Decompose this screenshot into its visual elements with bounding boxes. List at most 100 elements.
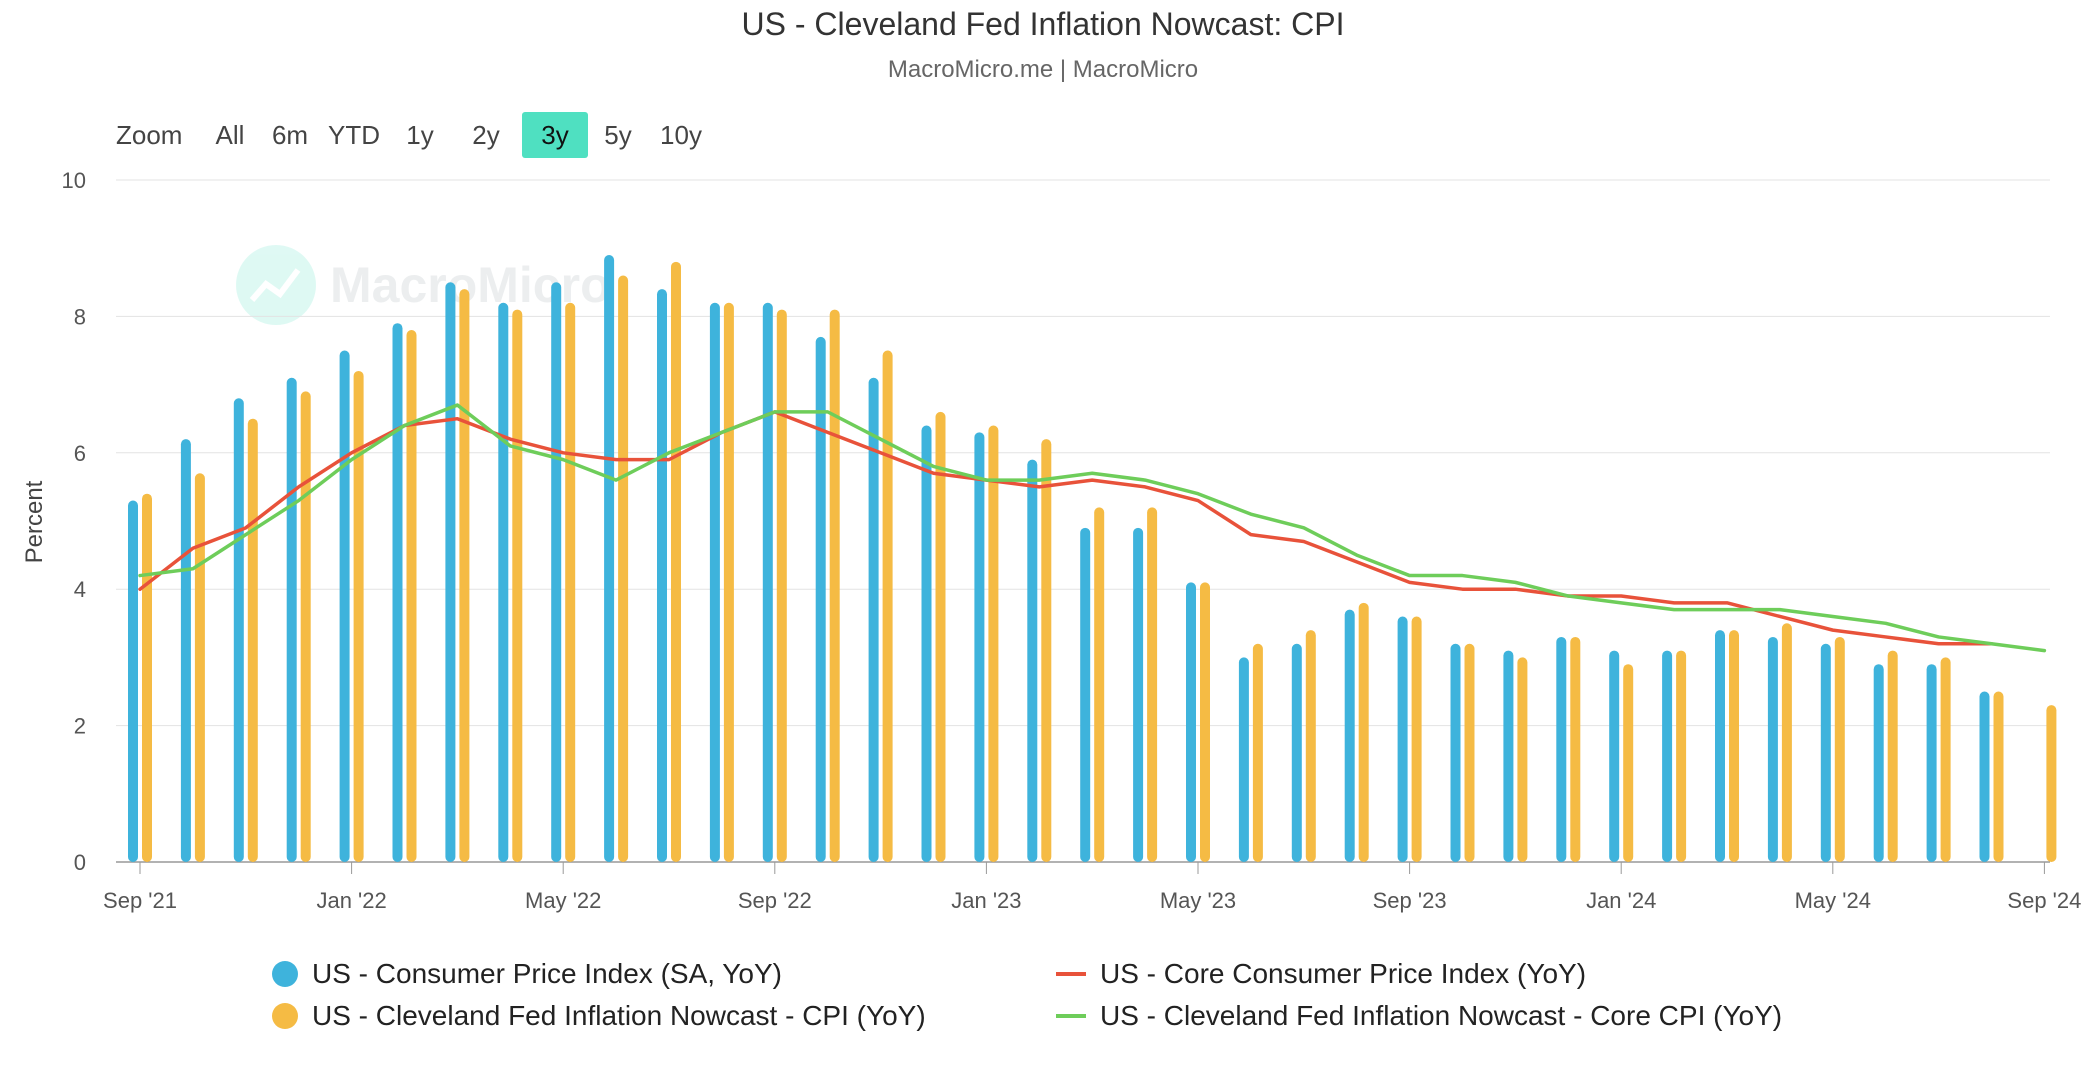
bar-nowcast-cpi[interactable] <box>776 309 787 863</box>
legend-line-icon <box>1056 972 1086 976</box>
x-tick-label: May '24 <box>1795 888 1871 913</box>
bar-cpi[interactable] <box>551 282 562 862</box>
bar-nowcast-cpi[interactable] <box>1676 650 1687 862</box>
bar-cpi[interactable] <box>762 302 773 862</box>
bar-cpi[interactable] <box>1450 643 1461 862</box>
bar-nowcast-cpi[interactable] <box>1517 657 1528 862</box>
bar-cpi[interactable] <box>868 377 879 862</box>
zoom-button-1y[interactable]: 1y <box>406 120 434 150</box>
bar-nowcast-cpi[interactable] <box>1200 582 1210 862</box>
bar-cpi[interactable] <box>1080 527 1091 862</box>
bar-nowcast-cpi[interactable] <box>1411 616 1422 862</box>
bar-nowcast-cpi[interactable] <box>671 261 681 863</box>
bar-nowcast-cpi[interactable] <box>935 411 946 862</box>
bar-cpi[interactable] <box>1291 643 1302 862</box>
legend-label: US - Cleveland Fed Inflation Nowcast - C… <box>1100 1000 1783 1031</box>
bar-cpi[interactable] <box>1609 650 1620 862</box>
bar-nowcast-cpi[interactable] <box>1252 643 1263 862</box>
legend-item-nowcast-cpi[interactable]: US - Cleveland Fed Inflation Nowcast - C… <box>272 1000 926 1032</box>
bar-nowcast-cpi[interactable] <box>618 275 629 863</box>
bar-cpi[interactable] <box>604 255 615 862</box>
zoom-button-10y[interactable]: 10y <box>660 120 702 150</box>
bar-cpi[interactable] <box>392 323 403 863</box>
bar-cpi[interactable] <box>921 425 932 862</box>
bar-nowcast-cpi[interactable] <box>1993 691 2004 863</box>
bar-cpi[interactable] <box>1186 582 1196 862</box>
bar-cpi[interactable] <box>498 302 509 862</box>
bar-nowcast-cpi[interactable] <box>1729 630 1739 862</box>
bar-nowcast-cpi[interactable] <box>142 493 152 862</box>
bar-cpi[interactable] <box>1979 691 1990 863</box>
bar-nowcast-cpi[interactable] <box>1094 507 1105 862</box>
bar-cpi[interactable] <box>1873 664 1884 862</box>
bar-nowcast-cpi[interactable] <box>723 302 734 862</box>
bar-cpi[interactable] <box>339 350 350 863</box>
bar-cpi[interactable] <box>1767 636 1778 862</box>
bar-cpi[interactable] <box>445 282 456 862</box>
x-tick-label: Jan '23 <box>951 888 1021 913</box>
bar-cpi[interactable] <box>1662 650 1673 862</box>
bar-cpi[interactable] <box>815 336 826 862</box>
bar-nowcast-cpi[interactable] <box>1887 650 1898 862</box>
zoom-button-ytd[interactable]: YTD <box>328 120 380 150</box>
bar-nowcast-cpi[interactable] <box>829 309 840 863</box>
bar-cpi[interactable] <box>1503 650 1514 862</box>
bar-nowcast-cpi[interactable] <box>247 418 258 862</box>
bar-cpi[interactable] <box>657 289 667 862</box>
bar-nowcast-cpi[interactable] <box>459 289 470 862</box>
bar-nowcast-cpi[interactable] <box>1623 664 1634 862</box>
legend-dot-icon <box>272 1003 298 1029</box>
bar-nowcast-cpi[interactable] <box>1570 636 1581 862</box>
zoom-button-5y[interactable]: 5y <box>604 120 632 150</box>
bar-nowcast-cpi[interactable] <box>353 370 364 862</box>
bar-nowcast-cpi[interactable] <box>1305 630 1316 862</box>
bar-nowcast-cpi[interactable] <box>1041 439 1052 862</box>
zoom-button-6m[interactable]: 6m <box>271 120 309 150</box>
legend-item-cpi[interactable]: US - Consumer Price Index (SA, YoY) <box>272 958 782 990</box>
bar-nowcast-cpi[interactable] <box>1358 602 1369 862</box>
zoom-button-2y[interactable]: 2y <box>472 120 500 150</box>
bar-cpi[interactable] <box>1344 609 1355 862</box>
line-nowcast-core-cpi[interactable] <box>138 403 2047 653</box>
y-tick-label: 4 <box>74 577 86 602</box>
bar-cpi[interactable] <box>128 500 138 862</box>
line-core-cpi[interactable] <box>138 410 1994 646</box>
zoom-button-3y[interactable]: 3y <box>522 112 588 158</box>
bar-nowcast-cpi[interactable] <box>1147 507 1158 862</box>
x-tick-label: Sep '21 <box>103 888 177 913</box>
bar-cpi[interactable] <box>180 439 191 862</box>
bar-cpi[interactable] <box>233 398 244 862</box>
legend-line-icon <box>1056 1014 1086 1018</box>
bar-nowcast-cpi[interactable] <box>1464 643 1475 862</box>
bar-cpi[interactable] <box>1133 527 1144 862</box>
bar-cpi[interactable] <box>286 377 297 862</box>
bar-nowcast-cpi[interactable] <box>882 350 893 863</box>
bar-cpi[interactable] <box>1820 643 1831 862</box>
bar-nowcast-cpi[interactable] <box>194 473 205 862</box>
bar-cpi[interactable] <box>1556 636 1567 862</box>
x-tick-label: Jan '24 <box>1586 888 1656 913</box>
bar-nowcast-cpi[interactable] <box>2046 705 2057 862</box>
bar-nowcast-cpi[interactable] <box>1834 636 1845 862</box>
legend-label: US - Consumer Price Index (SA, YoY) <box>312 958 782 989</box>
bar-nowcast-cpi[interactable] <box>300 391 311 862</box>
bar-cpi[interactable] <box>1715 630 1725 862</box>
zoom-button-all[interactable]: All <box>215 120 245 150</box>
bar-cpi[interactable] <box>974 432 985 862</box>
bar-cpi[interactable] <box>1926 664 1937 862</box>
bar-nowcast-cpi[interactable] <box>565 302 576 862</box>
bar-nowcast-cpi[interactable] <box>1781 623 1792 862</box>
bar-cpi[interactable] <box>1238 657 1249 862</box>
y-tick-label: 6 <box>74 441 86 466</box>
bar-nowcast-cpi[interactable] <box>1940 657 1951 862</box>
bar-nowcast-cpi[interactable] <box>512 309 523 863</box>
legend-label: US - Cleveland Fed Inflation Nowcast - C… <box>312 1000 926 1031</box>
bar-cpi[interactable] <box>1397 616 1408 862</box>
bar-cpi[interactable] <box>709 302 720 862</box>
bar-cpi[interactable] <box>1027 459 1038 862</box>
legend-item-core-cpi[interactable]: US - Core Consumer Price Index (YoY) <box>1056 958 1586 990</box>
legend-item-nowcast-core-cpi[interactable]: US - Cleveland Fed Inflation Nowcast - C… <box>1056 1000 1782 1032</box>
bar-nowcast-cpi[interactable] <box>988 425 999 862</box>
bar-nowcast-cpi[interactable] <box>406 330 417 862</box>
